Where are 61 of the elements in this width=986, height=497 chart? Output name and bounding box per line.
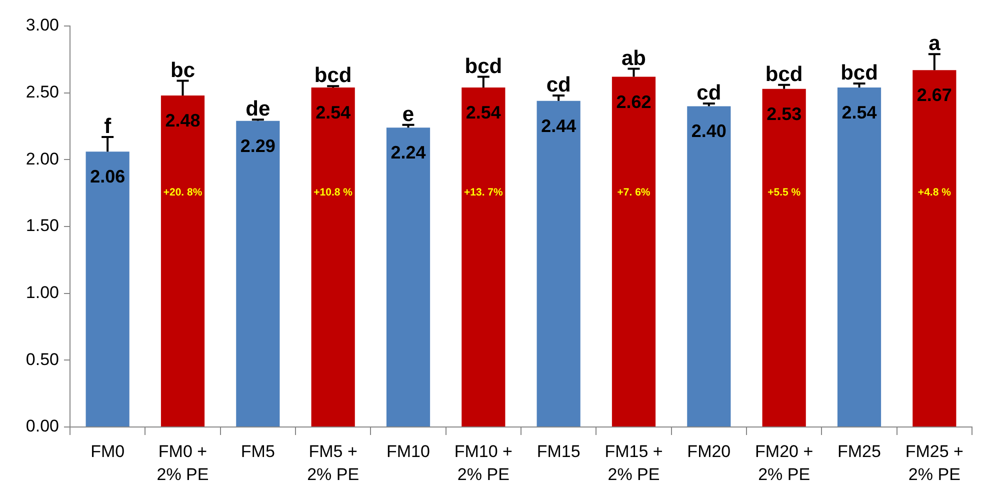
bar (160, 96, 205, 426)
annotation: e (402, 102, 414, 126)
annotation: cd (546, 74, 571, 97)
annotation: +7. 6% (617, 186, 651, 198)
annotation: bcd (840, 61, 878, 84)
data-label: 2.44 (541, 116, 576, 136)
bar (236, 120, 280, 426)
bar (687, 106, 731, 426)
x-tick-label: FM20 (687, 442, 731, 462)
annotation: ab (621, 46, 646, 70)
data-label: 2.24 (390, 142, 426, 163)
annotation: +13. 7% (464, 186, 504, 198)
y-tick-label: 2.00 (26, 149, 59, 168)
y-tick-label: 0.50 (26, 350, 59, 369)
bar (311, 87, 355, 426)
data-label: 2.54 (316, 102, 351, 122)
annotation: de (246, 98, 270, 121)
data-label: 2.67 (916, 85, 952, 106)
annotation: bcd (314, 64, 352, 88)
annotation: bcd (464, 54, 502, 78)
bar (612, 76, 656, 426)
y-tick-label: 1.00 (26, 283, 59, 302)
x-tick-label: FM5 + 2% PE (307, 442, 360, 484)
x-tick-label: FM25 + 2% PE (905, 442, 964, 484)
bar (86, 152, 130, 426)
y-tick-label: 1.50 (26, 216, 59, 236)
y-tick-label: 0.00 (26, 416, 59, 436)
data-label: 2.54 (466, 102, 501, 122)
bar (386, 128, 430, 426)
x-tick-label: FM5 (240, 442, 275, 462)
data-label: 2.62 (616, 92, 652, 112)
x-tick-label: FM0 (90, 442, 125, 462)
y-tick-label: 3.00 (26, 16, 59, 35)
bar (912, 70, 956, 426)
data-label: 2.06 (90, 166, 126, 187)
data-label: 2.54 (842, 102, 877, 122)
data-label: 2.53 (766, 104, 802, 124)
annotation: f (104, 114, 112, 138)
annotation: +20. 8% (163, 186, 203, 198)
x-tick-label: FM20 + 2% PE (755, 442, 814, 484)
bar (536, 100, 580, 426)
annotation: bcd (765, 62, 803, 86)
x-tick-label: FM10 (386, 442, 430, 462)
y-tick-label: 2.50 (26, 82, 59, 102)
x-tick-label: FM15 (536, 442, 580, 462)
annotation: +4.8 % (918, 186, 952, 198)
x-tick-label: FM15 + 2% PE (604, 442, 663, 484)
x-tick-label: FM10 + 2% PE (454, 442, 513, 484)
x-tick-label: FM25 (838, 442, 881, 462)
annotation: cd (696, 82, 722, 105)
annotation: a (928, 32, 941, 56)
bar (462, 87, 506, 426)
data-label: 2.40 (691, 121, 726, 142)
bar (762, 88, 806, 426)
x-tick-label: FM0 + 2% PE (156, 442, 209, 484)
annotation: +10.8 % (314, 186, 354, 198)
annotation: bc (170, 58, 196, 82)
data-label: 2.48 (165, 110, 200, 130)
annotation: +5.5 % (768, 186, 802, 198)
bar (837, 87, 882, 426)
data-label: 2.29 (240, 136, 276, 156)
